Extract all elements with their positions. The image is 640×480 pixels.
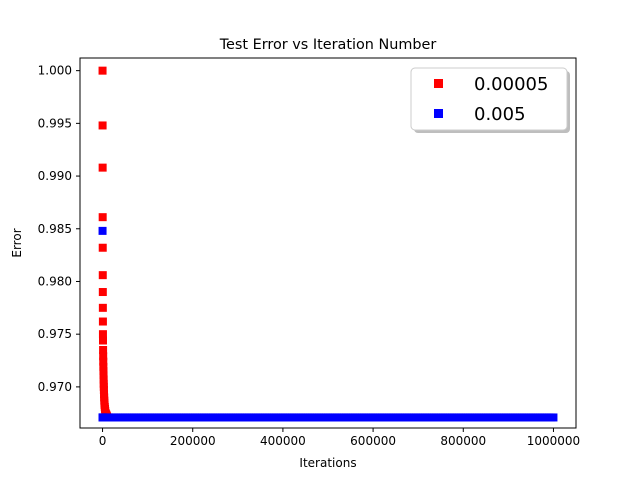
legend-marker-red xyxy=(434,79,443,88)
data-point-blue xyxy=(98,226,107,235)
data-point-red xyxy=(98,288,107,297)
data-point-red xyxy=(98,163,107,172)
x-tick-label: 1000000 xyxy=(527,434,580,448)
x-axis: 0 200000 400000 600000 800000 1000000 xyxy=(99,428,580,448)
legend-box xyxy=(410,67,568,131)
legend-label-blue: 0.005 xyxy=(474,104,526,125)
y-tick-label: 0.980 xyxy=(38,274,72,288)
legend-marker-blue xyxy=(434,109,443,118)
data-point-red xyxy=(98,317,107,326)
data-point-red xyxy=(98,121,107,130)
data-point-red xyxy=(98,330,107,339)
data-point-red xyxy=(98,66,107,75)
data-point-blue xyxy=(549,413,558,422)
y-axis-label: Error xyxy=(10,228,24,257)
data-point-red xyxy=(99,386,108,395)
data-point-red xyxy=(99,357,108,366)
x-tick-label: 800000 xyxy=(440,434,486,448)
legend: 0.00005 0.005 xyxy=(410,67,570,133)
data-point-red xyxy=(99,367,108,376)
data-point-red xyxy=(99,362,108,371)
chart-title: Test Error vs Iteration Number xyxy=(219,37,437,53)
x-tick-label: 0 xyxy=(99,434,107,448)
y-tick-label: 1.000 xyxy=(38,64,72,78)
y-axis: 0.970 0.975 0.980 0.985 0.990 0.995 1.000 xyxy=(38,64,80,394)
y-tick-label: 0.975 xyxy=(38,327,72,341)
plot-area xyxy=(98,66,558,422)
y-tick-label: 0.970 xyxy=(38,380,72,394)
x-tick-label: 600000 xyxy=(350,434,396,448)
y-tick-label: 0.990 xyxy=(38,169,72,183)
data-point-red xyxy=(99,336,107,345)
data-point-red xyxy=(99,371,108,380)
x-tick-label: 400000 xyxy=(260,434,306,448)
data-point-red xyxy=(99,375,108,384)
axes-frame xyxy=(79,57,577,429)
x-axis-label: Iterations xyxy=(299,456,356,470)
data-point-red xyxy=(98,271,107,280)
x-tick-label: 200000 xyxy=(170,434,216,448)
data-point-red xyxy=(98,213,107,222)
y-tick-label: 0.985 xyxy=(38,222,72,236)
data-point-red xyxy=(99,352,108,361)
y-tick-label: 0.995 xyxy=(38,116,72,130)
legend-label-red: 0.00005 xyxy=(474,74,548,95)
data-point-red xyxy=(98,243,107,252)
data-point-red xyxy=(98,303,107,312)
data-point-red xyxy=(99,345,108,354)
